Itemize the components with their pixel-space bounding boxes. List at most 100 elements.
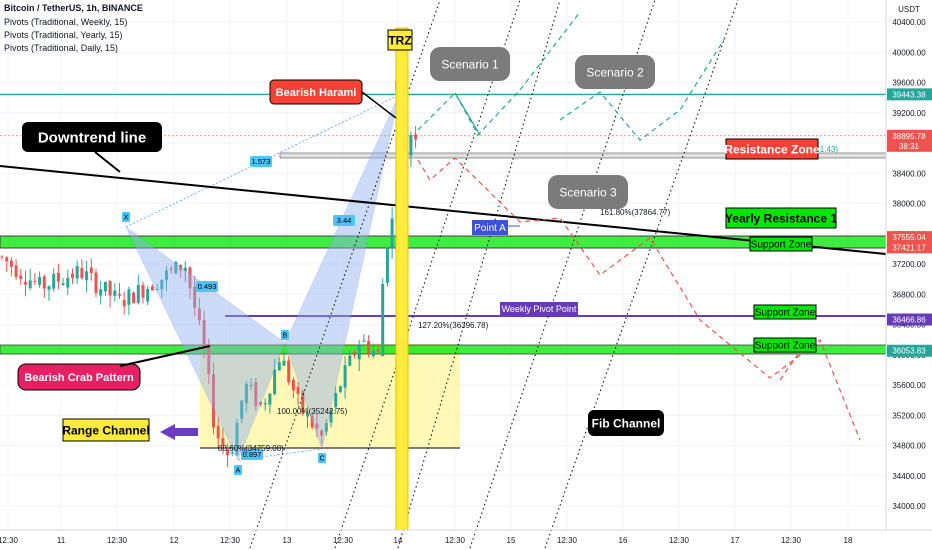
fib-ratio-label-text: 0.493	[198, 282, 217, 291]
candle-body	[409, 135, 413, 156]
price-tick: 40000.00	[892, 48, 926, 57]
candle-body	[390, 218, 394, 249]
support-zone-mid-label-box	[753, 304, 817, 320]
candle-body	[287, 360, 291, 383]
candle-body	[263, 403, 267, 405]
candle-body	[357, 344, 361, 360]
candle-body	[291, 380, 295, 391]
support-zone-upper-label-text: Support Zone	[751, 240, 812, 251]
scenario1-bubble: Scenario 1	[430, 47, 510, 81]
pattern-point-b-text: B	[283, 333, 288, 340]
scenario2-bubble-text: Scenario 2	[586, 65, 644, 79]
candle-body	[28, 280, 32, 289]
time-tick: 12	[170, 536, 179, 545]
scenario1-bubble-box	[430, 47, 510, 81]
fib-channel-label: Fib Channel	[588, 410, 664, 436]
time-tick: 12:30	[669, 536, 690, 545]
fib-channel-label-text: Fib Channel	[592, 416, 661, 430]
candle-body	[141, 284, 145, 298]
price-tag-bg	[887, 344, 932, 357]
candle-body	[273, 369, 277, 395]
range-channel-label-text: Range Channel	[62, 423, 149, 437]
candle-body	[94, 272, 98, 294]
price-tick: 34400.00	[892, 472, 926, 481]
time-tick: 12:30	[557, 536, 578, 545]
price-tag: 36466.86	[887, 313, 932, 326]
bearish-crab-pointer	[119, 345, 211, 367]
candle-body	[19, 275, 23, 279]
trz-label: TRZ	[387, 29, 413, 51]
price-tag-bg	[887, 129, 932, 152]
candle-body	[66, 277, 70, 288]
pattern-point-x-box	[122, 212, 130, 222]
support-zone-upper-label: Support Zone	[749, 236, 813, 252]
price-tick: 34800.00	[892, 442, 926, 451]
range-channel-arrow	[160, 424, 198, 440]
candle-body	[71, 273, 74, 278]
fib-channel-line	[334, 0, 521, 549]
scenario3-bubble-box	[548, 175, 628, 209]
candle-body	[132, 292, 136, 304]
time-tick: 14	[394, 536, 403, 545]
indicator-daily-pivots: Pivots (Traditional, Daily, 15)	[4, 43, 119, 53]
time-tick: 12:30	[445, 536, 466, 545]
pattern-point-a-box	[234, 465, 242, 475]
time-tick: 12:30	[0, 536, 19, 545]
pattern-point-b: B	[281, 330, 289, 340]
scenario2-path	[559, 37, 726, 141]
candle-body	[38, 276, 42, 285]
candle-body	[42, 276, 46, 289]
fib-ratio-label-box	[196, 281, 218, 292]
candle-body	[127, 289, 131, 305]
candle-body	[315, 423, 319, 429]
symbol-title: Bitcoin / TetherUS, 1h, BINANCE	[4, 3, 143, 13]
pattern-point-x-text: X	[124, 215, 129, 222]
downtrend-line	[0, 165, 887, 255]
candle-body	[329, 410, 333, 423]
candle-body	[169, 268, 173, 270]
time-tick: 18	[844, 536, 853, 545]
resistance-zone-label-text: Resistance Zone	[724, 142, 820, 156]
scenario2-bubble: Scenario 2	[575, 55, 655, 89]
fib-ratio-label: 3.44	[333, 215, 355, 226]
point-a-label: Point A	[472, 220, 508, 235]
pattern-point-c-text: C	[319, 456, 324, 463]
scenario3-path	[417, 157, 861, 441]
candle-body	[193, 286, 197, 309]
scenario1-path	[417, 11, 581, 137]
candle-body	[202, 320, 206, 347]
bearish-harami-pointer	[361, 91, 397, 119]
time-tick: 13	[283, 536, 292, 545]
indicator-weekly-pivots: Pivots (Traditional, Weekly, 15)	[4, 17, 128, 27]
candle-body	[306, 413, 309, 417]
point-a-label-box	[472, 220, 508, 235]
price-tick: 39200.00	[892, 109, 926, 118]
price-tag-value: 36466.86	[892, 316, 926, 325]
downtrend-label-text: Downtrend line	[38, 129, 146, 146]
candle-body	[103, 281, 107, 292]
trz-label-text: TRZ	[388, 33, 411, 47]
support-zone-lower-label-box	[753, 337, 817, 353]
candle-body	[188, 267, 192, 289]
candle-body	[9, 260, 13, 267]
trz-column	[395, 27, 409, 531]
trz-label-box	[387, 29, 413, 51]
resistance-zone-label: Resistance Zone	[724, 138, 820, 160]
price-tick: 39600.00	[892, 79, 926, 88]
fib-ratio-label-box	[250, 156, 272, 167]
candle-body	[24, 281, 27, 285]
point-a-label-text: Point A	[474, 223, 506, 234]
candle-body	[122, 299, 126, 307]
candle-body	[348, 355, 352, 366]
candle-body	[226, 449, 230, 456]
crab-xd-line	[125, 94, 400, 228]
candle-body	[277, 362, 281, 371]
candle-body	[385, 247, 389, 283]
candle-body	[150, 286, 154, 291]
candle-body	[85, 271, 89, 281]
candle-body	[56, 273, 60, 282]
candle-body	[338, 386, 342, 392]
pattern-point-c: C	[318, 453, 326, 463]
